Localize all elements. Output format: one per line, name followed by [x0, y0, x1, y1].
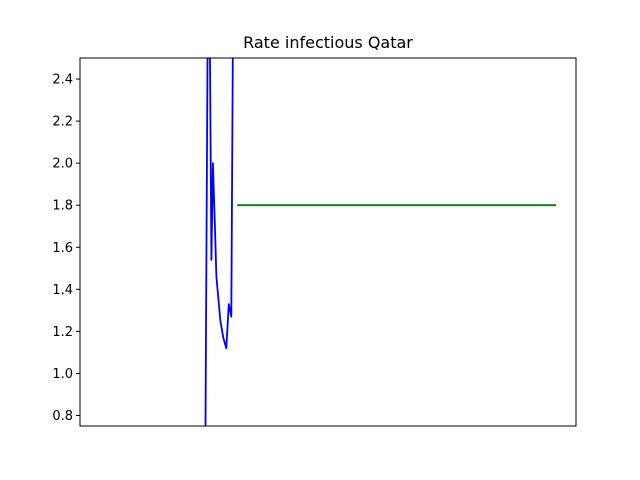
y-tick-label: 2.4	[52, 73, 73, 88]
y-tick-label: 1.4	[52, 283, 73, 298]
y-tick-label: 1.2	[52, 325, 73, 340]
axes-frame	[79, 57, 577, 427]
y-tick-label: 1.8	[52, 199, 73, 214]
y-tick-label: 0.8	[52, 409, 73, 424]
chart-title: Rate infectious Qatar	[243, 33, 413, 52]
series-line-1	[204, 58, 234, 426]
plot-area	[204, 58, 557, 426]
y-tick-label: 1.6	[52, 241, 73, 256]
y-tick-label: 2.2	[52, 115, 73, 130]
y-axis: 0.8 1.0 1.2 1.4 1.6 1.8 2.0 2.2 2.4	[52, 73, 80, 424]
y-tick-label: 1.0	[52, 367, 73, 382]
y-tick-label: 2.0	[52, 157, 73, 172]
